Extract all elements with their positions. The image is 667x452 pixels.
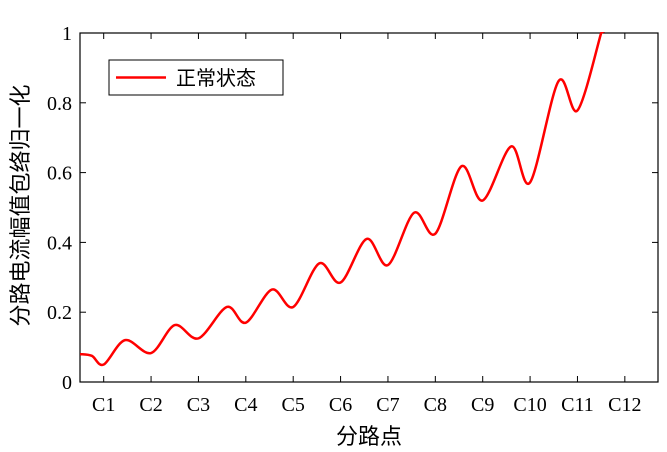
y-tick-label: 1	[62, 23, 72, 45]
y-tick-label: 0.2	[47, 302, 72, 324]
series-line-0	[80, 32, 605, 367]
x-tick-label: C4	[234, 394, 257, 416]
x-tick-label: C8	[424, 394, 447, 416]
x-tick-label: C12	[608, 394, 641, 416]
y-tick-label: 0	[62, 372, 72, 394]
y-tick-label: 0.6	[47, 163, 72, 185]
x-tick-label: C1	[92, 394, 115, 416]
x-axis: C1 C2 C3 C4 C5 C6 C7 C8 C9 C10 C11 C12	[92, 33, 642, 416]
x-tick-label: C10	[513, 394, 546, 416]
x-tick-label: C7	[376, 394, 399, 416]
y-axis: 0 0.2 0.4 0.6 0.8 1	[47, 23, 658, 394]
x-tick-label: C2	[139, 394, 162, 416]
y-axis-title: 分路电流幅值包络归一化	[8, 84, 33, 326]
x-tick-label: C5	[282, 394, 305, 416]
x-tick-label: C3	[187, 394, 210, 416]
plot-frame	[79, 32, 659, 383]
y-tick-label: 0.4	[47, 232, 72, 254]
x-tick-label: C11	[561, 394, 594, 416]
x-axis-title: 分路点	[336, 424, 402, 447]
series-group	[80, 32, 605, 367]
y-tick-label: 0.8	[47, 93, 72, 115]
legend-label: 正常状态	[176, 67, 256, 90]
x-tick-label: C9	[471, 394, 494, 416]
x-tick-label: C6	[329, 394, 352, 416]
legend: 正常状态	[108, 59, 284, 96]
